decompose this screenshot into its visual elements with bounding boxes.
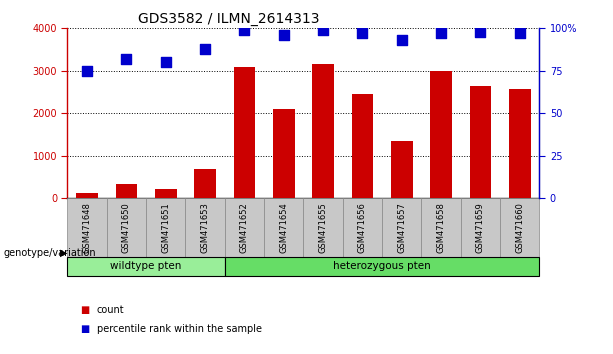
- Text: GSM471654: GSM471654: [280, 202, 288, 253]
- Text: GSM471659: GSM471659: [476, 202, 485, 253]
- Bar: [391, 141, 413, 198]
- Point: [82, 68, 92, 74]
- Text: GSM471653: GSM471653: [200, 202, 210, 253]
- Point: [436, 30, 446, 36]
- Text: heterozygous pten: heterozygous pten: [333, 261, 431, 272]
- Bar: [225, 198, 264, 257]
- Text: GSM471648: GSM471648: [83, 202, 91, 253]
- Point: [200, 46, 210, 52]
- Point: [240, 27, 249, 33]
- Text: GSM471658: GSM471658: [436, 202, 446, 253]
- Point: [397, 38, 406, 43]
- Point: [515, 30, 525, 36]
- Text: GSM471652: GSM471652: [240, 202, 249, 253]
- Bar: [273, 109, 295, 198]
- Text: GSM471650: GSM471650: [122, 202, 131, 253]
- Point: [161, 59, 170, 65]
- Text: GSM471651: GSM471651: [161, 202, 170, 253]
- Bar: [343, 198, 382, 257]
- Bar: [67, 257, 225, 276]
- Bar: [352, 94, 373, 198]
- Text: GSM471656: GSM471656: [358, 202, 367, 253]
- Text: count: count: [97, 305, 124, 315]
- Bar: [194, 169, 216, 198]
- Text: ■: ■: [80, 305, 89, 315]
- Bar: [76, 193, 98, 198]
- Text: wildtype pten: wildtype pten: [110, 261, 182, 272]
- Bar: [312, 64, 334, 198]
- Point: [476, 29, 485, 35]
- Bar: [146, 198, 186, 257]
- Bar: [264, 198, 303, 257]
- Bar: [422, 198, 461, 257]
- Text: GSM471660: GSM471660: [516, 202, 524, 253]
- Bar: [225, 257, 539, 276]
- Text: percentile rank within the sample: percentile rank within the sample: [97, 324, 262, 334]
- Point: [318, 27, 328, 33]
- Text: GSM471657: GSM471657: [397, 202, 406, 253]
- Bar: [234, 67, 255, 198]
- Text: GSM471655: GSM471655: [319, 202, 327, 253]
- Point: [279, 32, 289, 38]
- Text: ■: ■: [80, 324, 89, 334]
- Bar: [107, 198, 146, 257]
- Bar: [67, 198, 107, 257]
- Bar: [303, 198, 343, 257]
- Text: ▶: ▶: [60, 248, 67, 258]
- Text: GDS3582 / ILMN_2614313: GDS3582 / ILMN_2614313: [139, 12, 320, 26]
- Bar: [500, 198, 539, 257]
- Point: [357, 30, 367, 36]
- Bar: [382, 198, 422, 257]
- Bar: [470, 86, 491, 198]
- Bar: [461, 198, 500, 257]
- Bar: [509, 88, 531, 198]
- Bar: [430, 71, 452, 198]
- Point: [121, 56, 131, 62]
- Bar: [155, 189, 177, 198]
- Bar: [186, 198, 225, 257]
- Bar: [116, 184, 137, 198]
- Text: genotype/variation: genotype/variation: [3, 248, 96, 258]
